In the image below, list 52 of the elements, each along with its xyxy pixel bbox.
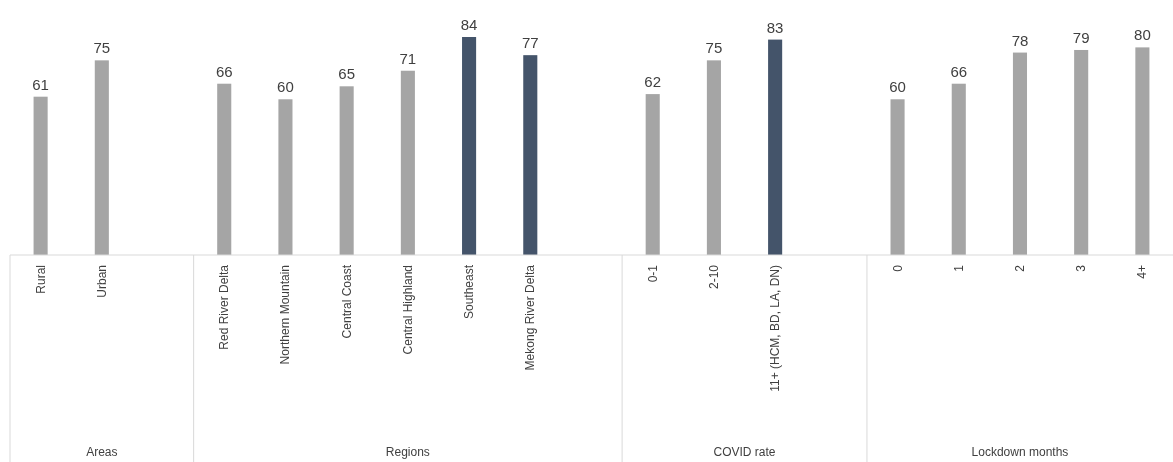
bar	[278, 99, 293, 255]
bar	[400, 70, 415, 255]
bar	[1074, 49, 1089, 255]
x-tick-label: Southeast	[462, 264, 477, 320]
x-tick-label: Mekong River Delta	[523, 264, 538, 371]
text: Regions	[385, 445, 430, 459]
bar	[645, 94, 660, 255]
x-tick-label: 1	[951, 264, 966, 272]
data-label: 66	[215, 62, 233, 80]
data-label: 60	[889, 78, 906, 96]
x-tick-label: 2	[1012, 264, 1027, 272]
data-label: 66	[950, 62, 968, 80]
x-tick-label: 0	[890, 264, 905, 272]
bar	[890, 99, 905, 255]
data-label: 83	[766, 18, 784, 36]
x-tick-label: Rural	[33, 265, 48, 294]
x-tick-label: Red River Delta	[217, 264, 232, 350]
x-tick-label: Northern Mountain	[278, 265, 293, 365]
x-tick-label: 4+	[1135, 265, 1150, 279]
bar	[462, 37, 477, 255]
x-tick-label: 11+ (HCM, BD, LA, DN)	[768, 265, 783, 392]
x-tick-label: 3	[1074, 264, 1089, 272]
data-label: 60	[277, 78, 294, 96]
data-label: 77	[521, 34, 539, 52]
bar	[768, 39, 783, 255]
bar	[94, 60, 109, 255]
bar	[217, 83, 232, 255]
text: Areas	[86, 445, 118, 459]
data-label: 65	[338, 65, 355, 83]
text: Lockdown months	[971, 445, 1069, 459]
bar	[1135, 47, 1150, 255]
bar	[951, 83, 966, 255]
data-label: 75	[93, 39, 111, 57]
x-tick-label: Urban	[94, 265, 109, 298]
data-label: 75	[705, 39, 723, 57]
data-label: 62	[644, 73, 662, 91]
data-label: 71	[399, 49, 417, 67]
x-tick-label: 0-1	[645, 264, 660, 283]
data-label: 61	[32, 75, 49, 93]
text: COVID rate	[713, 445, 776, 459]
data-label: 79	[1072, 28, 1090, 46]
data-label: 80	[1134, 26, 1151, 44]
data-label: 84	[460, 16, 478, 33]
x-tick-label: Central Highland	[400, 265, 415, 355]
bar	[33, 96, 48, 255]
bar	[339, 86, 354, 255]
x-tick-label: 2-10	[706, 264, 721, 290]
bar	[523, 55, 538, 255]
bar	[706, 60, 721, 255]
bar	[1012, 52, 1028, 255]
data-label: 78	[1011, 31, 1029, 49]
x-tick-label: Central Coast	[339, 264, 354, 339]
